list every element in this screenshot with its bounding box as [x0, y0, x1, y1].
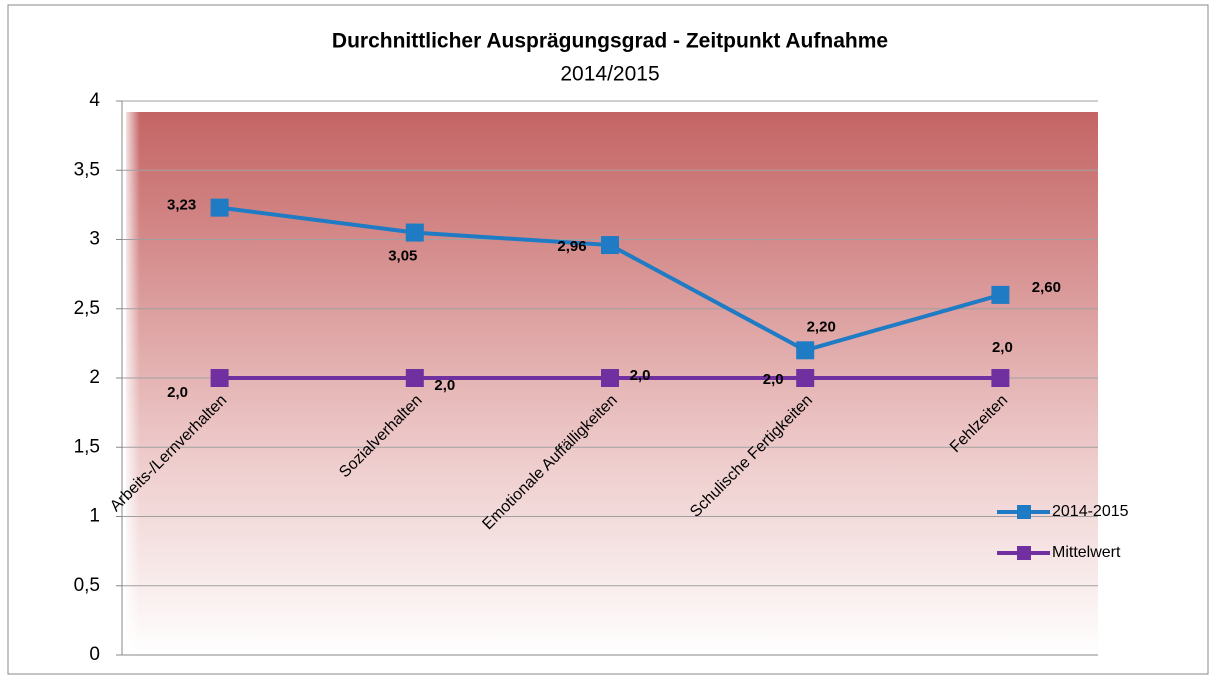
y-tick-label: 3: [89, 229, 100, 250]
data-label: 2,0: [167, 384, 188, 401]
marker: [405, 223, 424, 242]
y-tick-label: 3,5: [74, 159, 100, 180]
data-label: 2,20: [807, 318, 836, 335]
data-label: 2,0: [763, 371, 784, 388]
data-label: 2,60: [1032, 279, 1061, 296]
y-tick-label: 4: [89, 90, 100, 111]
plot-background-edge: [126, 112, 140, 655]
legend-marker: [1017, 546, 1031, 560]
y-tick-label: 0,5: [74, 575, 100, 596]
legend-label: 2014-2015: [1052, 503, 1129, 520]
y-tick-label: 1,5: [74, 436, 100, 457]
marker: [601, 369, 619, 387]
data-label: 2,96: [557, 238, 586, 255]
marker: [796, 369, 815, 387]
y-tick-label: 1: [89, 506, 100, 527]
chart-subtitle: 2014/2015: [560, 63, 659, 86]
data-label: 3,23: [167, 197, 196, 214]
data-label: 2,0: [992, 339, 1013, 356]
marker: [601, 236, 619, 255]
legend-label: Mittelwert: [1052, 544, 1121, 561]
marker: [210, 198, 229, 217]
data-label: 2,0: [434, 377, 455, 394]
legend-marker: [1017, 505, 1031, 519]
chart-title: Durchnittlicher Ausprägungsgrad - Zeitpu…: [332, 30, 888, 53]
y-tick-label: 2: [89, 367, 100, 388]
marker: [991, 285, 1010, 304]
marker: [796, 341, 815, 360]
data-label: 2,0: [630, 367, 651, 384]
marker: [210, 369, 229, 387]
data-label: 3,05: [388, 248, 417, 265]
marker: [991, 369, 1010, 387]
y-tick-label: 0: [89, 644, 100, 665]
marker: [405, 369, 424, 387]
y-tick-label: 2,5: [74, 298, 100, 319]
